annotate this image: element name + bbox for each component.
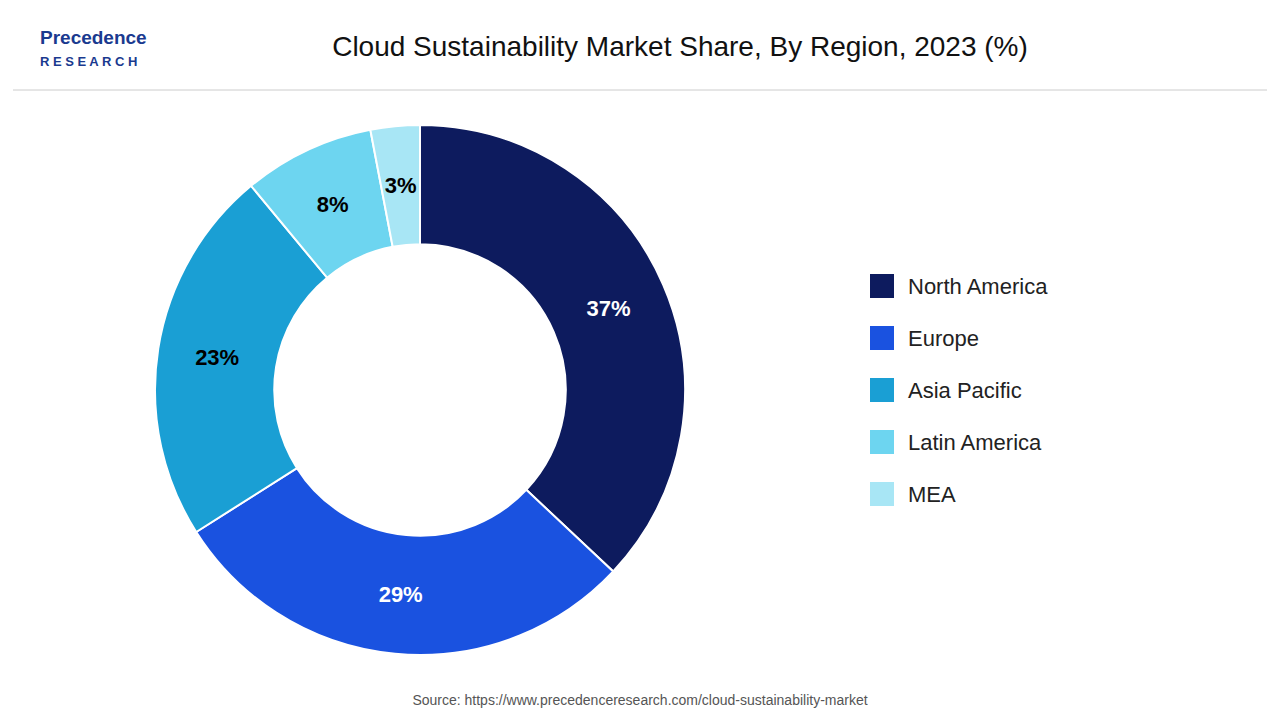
logo-text: R E S E A R C H	[40, 54, 137, 69]
legend-swatch	[870, 378, 894, 402]
legend-label: MEA	[908, 482, 956, 507]
logo-text: Precedence	[40, 27, 147, 48]
data-label: 29%	[379, 582, 423, 607]
title-rule	[13, 90, 1267, 91]
donut	[155, 125, 685, 655]
legend-swatch	[870, 326, 894, 350]
chart-title: Cloud Sustainability Market Share, By Re…	[332, 31, 1028, 62]
data-labels: 37% 29% 23% 8% 3%	[195, 173, 630, 607]
legend: North America Europe Asia Pacific Latin Ame…	[870, 274, 1048, 507]
donut-slice	[370, 125, 420, 247]
legend-label: Asia Pacific	[908, 378, 1022, 403]
donut-slice	[251, 130, 393, 278]
source-note: Source: https://www.precedenceresearch.c…	[412, 692, 867, 708]
chart: Precedence R E S E A R C H Cloud Sustainab…	[0, 0, 1280, 720]
donut-slice	[196, 468, 613, 655]
legend-label: Europe	[908, 326, 979, 351]
legend-swatch	[870, 430, 894, 454]
data-label: 23%	[195, 345, 239, 370]
donut-slice	[420, 125, 685, 571]
chart-container: Precedence R E S E A R C H Cloud Sustainab…	[0, 0, 1280, 720]
data-label: 37%	[586, 296, 630, 321]
background	[0, 0, 1280, 720]
legend-label: Latin America	[908, 430, 1042, 455]
legend-swatch	[870, 482, 894, 506]
legend-swatch	[870, 274, 894, 298]
data-label: 3%	[385, 173, 417, 198]
legend-label: North America	[908, 274, 1048, 299]
data-label: 8%	[317, 192, 349, 217]
